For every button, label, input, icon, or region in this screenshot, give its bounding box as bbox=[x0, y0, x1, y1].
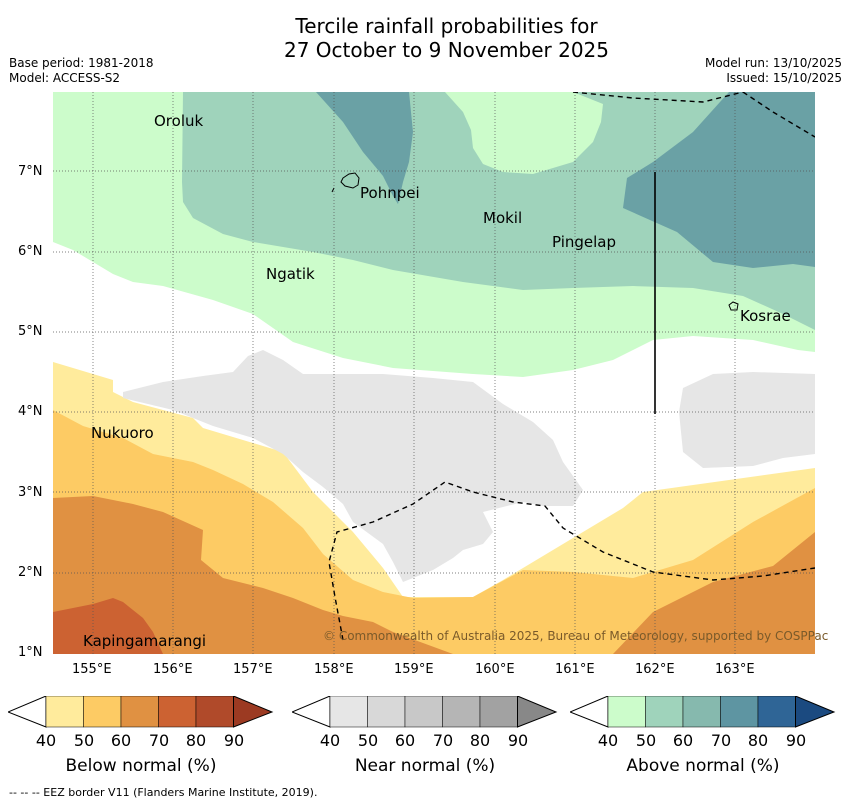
y-tick: 5°N bbox=[18, 324, 43, 339]
x-tick: 162°E bbox=[635, 662, 675, 677]
colorbar-near-normal bbox=[292, 696, 558, 728]
place-kosrae: Kosrae bbox=[740, 307, 791, 325]
place-kapingamarangi: Kapingamarangi bbox=[83, 632, 207, 650]
region-above-40-north bbox=[445, 92, 603, 174]
graticule bbox=[53, 92, 815, 654]
colorbar-above-tick: 60 bbox=[672, 731, 694, 750]
y-tick: 2°N bbox=[18, 565, 43, 580]
region-near-40-east bbox=[679, 372, 815, 468]
x-tick: 157°E bbox=[233, 662, 273, 677]
region-below-60-east bbox=[613, 532, 815, 654]
y-tick: 6°N bbox=[18, 244, 43, 259]
y-tick: 4°N bbox=[18, 404, 43, 419]
colorbar-above-tick: 80 bbox=[747, 731, 769, 750]
x-tick: 156°E bbox=[153, 662, 193, 677]
colorbar-above-swatch-2 bbox=[645, 696, 684, 728]
colorbar-above-swatch-5 bbox=[757, 696, 796, 728]
colorbar-near-tick: 80 bbox=[469, 731, 491, 750]
colorbar-above-swatch-3 bbox=[682, 696, 721, 728]
y-tick: 1°N bbox=[18, 645, 43, 660]
eez-border bbox=[328, 92, 815, 641]
colorbar-below-tick: 80 bbox=[185, 731, 207, 750]
colorbar-below-swatch-2 bbox=[83, 696, 122, 728]
x-tick: 163°E bbox=[715, 662, 755, 677]
place-mokil: Mokil bbox=[483, 209, 523, 227]
colorbar-below-tick: 90 bbox=[223, 731, 245, 750]
colorbar-near-label: Near normal (%) bbox=[354, 756, 496, 776]
colorbar-above-swatch-4 bbox=[720, 696, 759, 728]
colorbar-above-swatch-1 bbox=[607, 696, 646, 728]
colorbar-below-left-cap bbox=[8, 696, 47, 728]
island-pohnpei-shape bbox=[340, 172, 360, 189]
colorbar-near-tick: 70 bbox=[432, 731, 454, 750]
island-kosrae-shape bbox=[728, 301, 739, 311]
colorbar-above-tick: 70 bbox=[710, 731, 732, 750]
colorbar-below-swatch-1 bbox=[45, 696, 84, 728]
colorbar-near-right-cap bbox=[517, 696, 558, 728]
colorbar-near-tick: 60 bbox=[394, 731, 416, 750]
map-title-line2: 27 October to 9 November 2025 bbox=[283, 38, 610, 62]
colorbar-below-normal bbox=[8, 696, 274, 728]
colorbar-below-right-cap bbox=[233, 696, 274, 728]
colorbar-near-left-cap bbox=[292, 696, 331, 728]
region-above-50 bbox=[182, 92, 815, 330]
base-period: Base period: 1981-2018 bbox=[9, 56, 154, 70]
colorbar-near-swatch-3 bbox=[404, 696, 443, 728]
colorbar-below-swatch-5 bbox=[195, 696, 234, 728]
colorbar-above-label: Above normal (%) bbox=[626, 756, 780, 776]
y-tick: 3°N bbox=[18, 485, 43, 500]
place-pohnpei: Pohnpei bbox=[360, 184, 420, 202]
x-tick: 160°E bbox=[475, 662, 515, 677]
colorbar-near-tick: 40 bbox=[319, 731, 341, 750]
colorbar-near-swatch-5 bbox=[479, 696, 518, 728]
x-tick: 161°E bbox=[555, 662, 595, 677]
colorbar-below-tick: 60 bbox=[110, 731, 132, 750]
forecast-map bbox=[53, 92, 815, 654]
colorbar-above-normal bbox=[570, 696, 836, 728]
colorbar-near-tick: 90 bbox=[507, 731, 529, 750]
region-above-60-tongue bbox=[316, 92, 413, 204]
x-tick: 155°E bbox=[72, 662, 112, 677]
copyright-notice: © Commonwealth of Australia 2025, Bureau… bbox=[323, 629, 829, 643]
place-ngatik: Ngatik bbox=[266, 265, 315, 283]
eez-footer-note: -- -- -- EEZ border V11 (Flanders Marine… bbox=[9, 786, 318, 799]
colorbar-above-right-cap bbox=[795, 696, 836, 728]
colorbar-above-tick: 40 bbox=[597, 731, 619, 750]
colorbar-near-swatch-1 bbox=[329, 696, 368, 728]
colorbar-near-swatch-4 bbox=[442, 696, 481, 728]
colorbar-below-swatch-3 bbox=[120, 696, 159, 728]
colorbar-below-tick: 70 bbox=[148, 731, 170, 750]
y-tick: 7°N bbox=[18, 164, 43, 179]
region-below-70 bbox=[53, 598, 163, 654]
colorbar-below-tick: 40 bbox=[35, 731, 57, 750]
colorbar-below-tick: 50 bbox=[73, 731, 95, 750]
colorbar-near-tick: 50 bbox=[357, 731, 379, 750]
x-tick: 158°E bbox=[314, 662, 354, 677]
issued-date: Issued: 15/10/2025 bbox=[726, 71, 842, 85]
place-oroluk: Oroluk bbox=[154, 112, 204, 130]
colorbar-above-left-cap bbox=[570, 696, 609, 728]
colorbar-below-label: Below normal (%) bbox=[65, 756, 217, 776]
model-name: Model: ACCESS-S2 bbox=[9, 71, 121, 85]
model-run: Model run: 13/10/2025 bbox=[704, 56, 842, 70]
region-near-40 bbox=[123, 350, 583, 582]
region-below-60 bbox=[53, 496, 453, 654]
colorbar-above-tick: 50 bbox=[635, 731, 657, 750]
place-nukuoro: Nukuoro bbox=[91, 424, 154, 442]
islet-mark bbox=[331, 187, 335, 193]
region-above-60 bbox=[623, 92, 815, 268]
place-pingelap: Pingelap bbox=[552, 233, 617, 251]
colorbar-near-swatch-2 bbox=[367, 696, 406, 728]
colorbar-above-tick: 90 bbox=[785, 731, 807, 750]
colorbar-below-swatch-4 bbox=[158, 696, 197, 728]
x-tick: 159°E bbox=[394, 662, 434, 677]
map-title-line1: Tercile rainfall probabilities for bbox=[295, 14, 598, 38]
